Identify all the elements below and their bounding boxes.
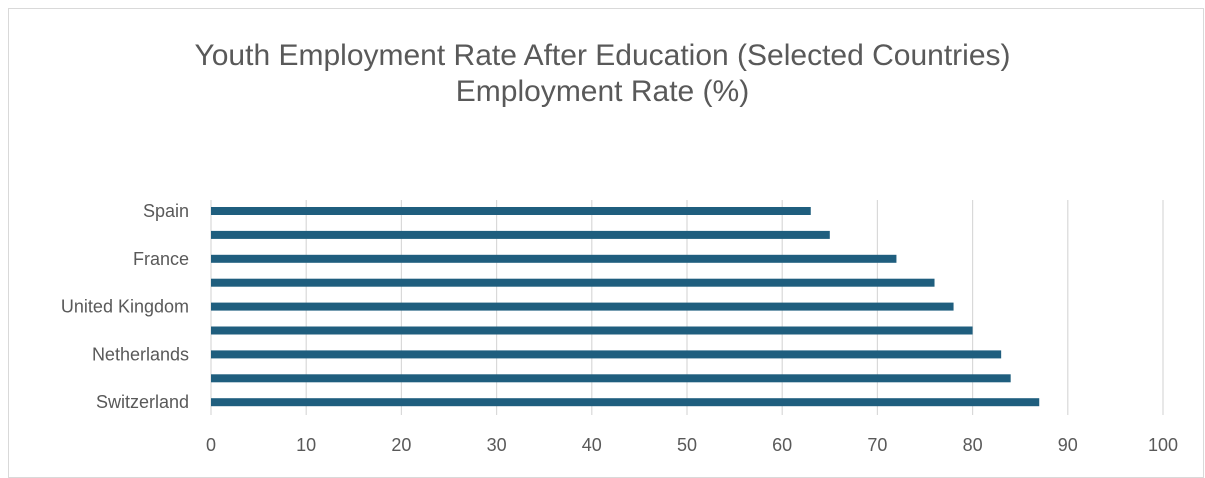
chart-subtitle: Employment Rate (%) bbox=[455, 75, 750, 108]
y-category-label: Netherlands bbox=[92, 344, 189, 364]
bar-2 bbox=[211, 254, 897, 263]
bars bbox=[211, 207, 1040, 407]
x-tick-label: 10 bbox=[296, 435, 316, 455]
bar-0 bbox=[211, 207, 811, 215]
y-category-label: United Kingdom bbox=[61, 297, 189, 317]
x-tick-label: 50 bbox=[677, 435, 697, 455]
x-tick-label: 0 bbox=[206, 435, 216, 455]
x-tick-label: 80 bbox=[963, 435, 983, 455]
x-tick-label: 30 bbox=[487, 435, 507, 455]
chart-title-block: Youth Employment Rate After Education (S… bbox=[0, 38, 1205, 110]
chart-plot: Spain France United Kingdom Netherlands Swit… bbox=[61, 200, 1178, 455]
x-tick-label: 90 bbox=[1058, 435, 1078, 455]
y-category-label: Spain bbox=[143, 201, 189, 221]
x-tick-label: 40 bbox=[582, 435, 602, 455]
y-category-label: Switzerland bbox=[96, 392, 189, 412]
bar-6 bbox=[211, 350, 1002, 359]
y-axis-labels: Spain France United Kingdom Netherlands Swit… bbox=[61, 201, 189, 412]
bar-3 bbox=[211, 278, 935, 287]
bar-1 bbox=[211, 230, 830, 239]
bar-4 bbox=[211, 302, 954, 311]
x-tick-label: 100 bbox=[1148, 435, 1178, 455]
bar-5 bbox=[211, 326, 973, 335]
bar-7 bbox=[211, 374, 1011, 383]
bar-8 bbox=[211, 398, 1040, 407]
y-category-label: France bbox=[133, 249, 189, 269]
x-tick-label: 20 bbox=[391, 435, 411, 455]
x-tick-label: 60 bbox=[772, 435, 792, 455]
x-tick-label: 70 bbox=[867, 435, 887, 455]
chart-title: Youth Employment Rate After Education (S… bbox=[194, 39, 1011, 72]
x-axis-labels: 0 10 20 30 40 50 60 70 80 90 100 bbox=[206, 435, 1178, 455]
